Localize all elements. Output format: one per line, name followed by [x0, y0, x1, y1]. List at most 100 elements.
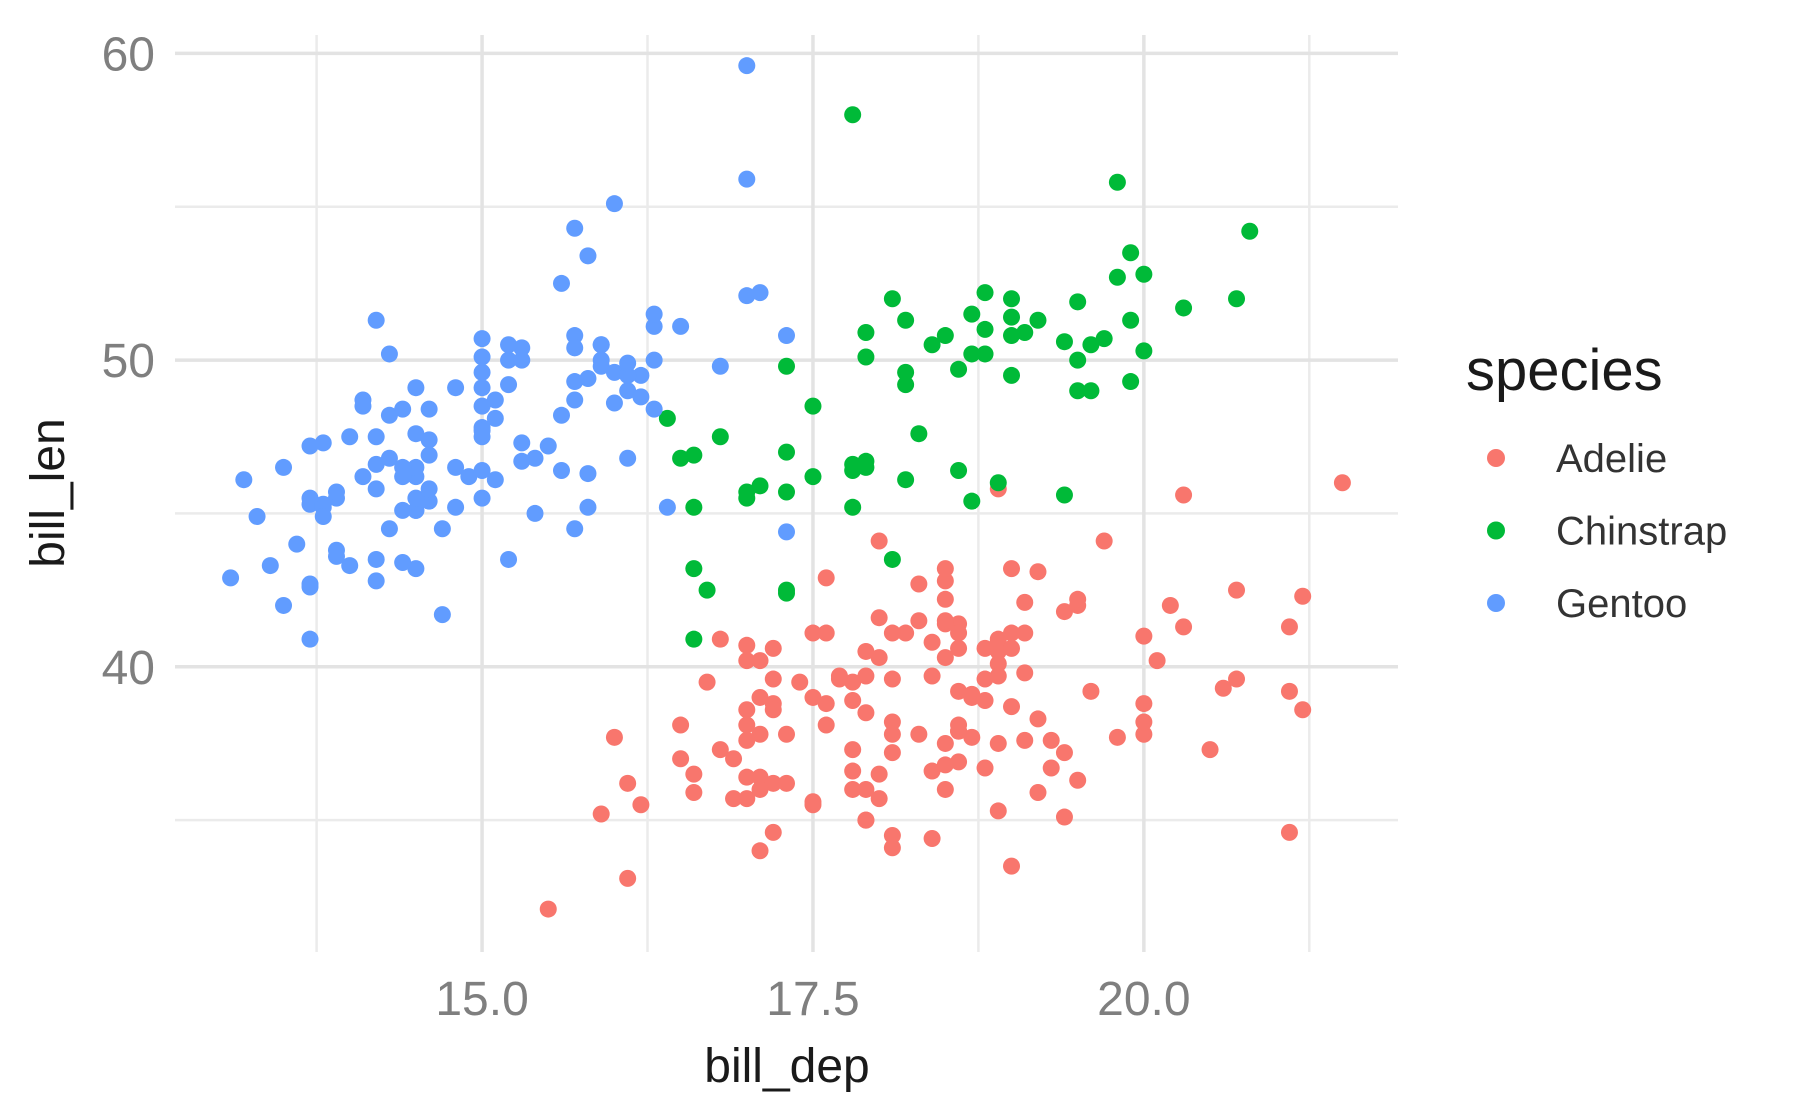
point-gentoo — [751, 284, 769, 302]
point-chinstrap — [804, 468, 822, 486]
point-adelie — [764, 823, 782, 841]
point-adelie — [910, 575, 928, 593]
point-chinstrap — [976, 320, 994, 338]
point-gentoo — [500, 336, 518, 354]
point-adelie — [870, 790, 888, 808]
point-chinstrap — [857, 323, 875, 341]
grid — [175, 35, 1398, 952]
point-chinstrap — [883, 290, 901, 308]
point-chinstrap — [1135, 265, 1153, 283]
point-adelie — [804, 793, 822, 811]
point-adelie — [883, 670, 901, 688]
point-adelie — [1135, 627, 1153, 645]
point-adelie — [791, 673, 809, 691]
point-adelie — [1016, 664, 1034, 682]
point-gentoo — [552, 406, 570, 424]
point-gentoo — [778, 523, 795, 541]
point-gentoo — [301, 575, 319, 593]
point-gentoo — [738, 287, 756, 305]
point-chinstrap — [1108, 173, 1126, 191]
point-gentoo — [645, 400, 663, 418]
point-adelie — [870, 609, 888, 627]
point-chinstrap — [857, 452, 875, 470]
point-chinstrap — [897, 311, 915, 329]
point-adelie — [936, 590, 954, 608]
point-gentoo — [394, 400, 412, 418]
point-adelie — [1029, 563, 1047, 581]
point-gentoo — [433, 520, 451, 538]
point-gentoo — [341, 428, 359, 446]
point-adelie — [804, 624, 822, 642]
point-gentoo — [394, 554, 412, 572]
point-gentoo — [261, 557, 279, 575]
point-chinstrap — [1003, 366, 1021, 384]
point-chinstrap — [1122, 311, 1140, 329]
point-adelie — [725, 750, 743, 768]
point-chinstrap — [1069, 293, 1087, 311]
point-gentoo — [367, 572, 385, 590]
point-adelie — [1016, 593, 1034, 611]
point-gentoo — [566, 373, 584, 391]
point-adelie — [738, 790, 756, 808]
point-chinstrap — [1122, 244, 1140, 262]
point-gentoo — [552, 274, 570, 292]
point-adelie — [778, 725, 795, 743]
point-adelie — [1042, 731, 1060, 749]
point-adelie — [1003, 624, 1021, 642]
point-gentoo — [645, 305, 663, 323]
point-gentoo — [301, 437, 319, 455]
point-adelie — [936, 649, 954, 667]
point-adelie — [725, 790, 743, 808]
point-adelie — [1148, 652, 1166, 670]
point-gentoo — [513, 452, 531, 470]
point-adelie — [1003, 857, 1021, 875]
point-adelie — [1135, 725, 1153, 743]
point-chinstrap — [685, 498, 703, 516]
point-gentoo — [447, 498, 465, 516]
point-chinstrap — [857, 348, 875, 366]
point-gentoo — [473, 330, 491, 348]
point-chinstrap — [950, 461, 968, 479]
point-gentoo — [486, 471, 504, 489]
point-chinstrap — [883, 550, 901, 568]
point-gentoo — [566, 219, 584, 237]
point-chinstrap — [804, 397, 822, 415]
point-gentoo — [460, 468, 478, 486]
point-adelie — [857, 642, 875, 660]
point-adelie — [804, 688, 822, 706]
point-adelie — [870, 532, 888, 550]
point-gentoo — [248, 508, 266, 526]
point-adelie — [605, 728, 623, 746]
point-adelie — [751, 652, 769, 670]
point-gentoo — [380, 449, 398, 467]
point-adelie — [817, 716, 835, 734]
point-gentoo — [566, 327, 584, 345]
point-gentoo — [632, 388, 650, 406]
point-chinstrap — [1175, 299, 1193, 317]
y-tick-label: 50 — [102, 335, 155, 388]
point-adelie — [1042, 759, 1060, 777]
point-gentoo — [341, 557, 359, 575]
point-chinstrap — [1016, 323, 1034, 341]
point-gentoo — [579, 369, 597, 387]
point-chinstrap — [778, 443, 795, 461]
point-gentoo — [619, 449, 637, 467]
point-adelie — [1003, 560, 1021, 578]
x-tick-label: 17.5 — [766, 973, 859, 1026]
point-adelie — [738, 636, 756, 654]
point-gentoo — [327, 483, 345, 501]
point-gentoo — [526, 504, 544, 522]
point-chinstrap — [711, 428, 729, 446]
point-chinstrap — [1003, 308, 1021, 326]
point-chinstrap — [897, 363, 915, 381]
point-adelie — [817, 695, 835, 713]
point-chinstrap — [778, 581, 795, 599]
point-adelie — [1016, 624, 1034, 642]
point-gentoo — [354, 397, 372, 415]
point-chinstrap — [910, 425, 928, 443]
point-adelie — [830, 667, 848, 685]
point-chinstrap — [1029, 311, 1047, 329]
point-chinstrap — [1135, 342, 1153, 360]
y-tick-label: 60 — [102, 28, 155, 81]
point-gentoo — [367, 311, 385, 329]
